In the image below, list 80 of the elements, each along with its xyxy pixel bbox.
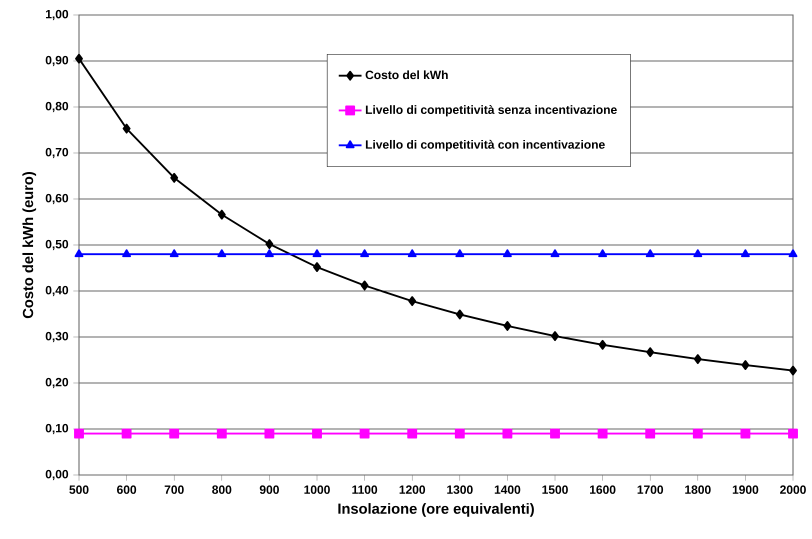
point [122,428,132,439]
point [169,428,180,439]
legend-label: Livello di competitività senza incentivazione [366,105,617,116]
y-tick-label: 0,10 [46,424,68,434]
y-tick-label: 1,00 [46,10,68,20]
point [693,249,702,258]
y-tick-label: 0,00 [46,470,68,480]
point [74,249,84,258]
point [503,321,512,331]
point [456,310,464,320]
point [312,428,322,439]
x-tick-label: 500 [69,485,89,494]
point [550,428,560,439]
point [360,428,370,439]
point [598,249,608,258]
point [122,249,131,258]
x-tick-label: 1600 [590,485,616,494]
point [741,360,750,370]
point [408,249,417,258]
x-tick-label: 600 [117,485,136,494]
x-tick-label: 1100 [352,485,378,494]
x-tick-label: 1900 [732,485,758,494]
x-tick-label: 1800 [685,485,711,494]
y-tick-label: 0,60 [46,194,68,204]
point [788,249,798,258]
legend-label: Costo del kWh [366,70,448,80]
point [264,428,274,439]
point [503,249,512,258]
point [455,249,464,258]
x-tick-label: 1200 [400,485,426,494]
point [454,428,465,439]
point [502,428,512,439]
y-tick-label: 0,90 [46,56,68,66]
point [217,249,226,258]
point [598,340,607,350]
x-axis-title: Insolazione (ore equivalenti) [338,503,534,517]
point [170,249,179,258]
point [408,296,416,306]
point [694,354,702,364]
point [550,249,560,258]
point [646,347,654,358]
point [313,262,321,272]
y-tick-label: 0,20 [46,378,68,388]
point [75,54,83,64]
x-tick-label: 1400 [494,485,520,494]
y-tick-label: 0,70 [46,148,68,158]
x-tick-label: 1700 [638,485,664,494]
point [312,249,322,258]
point [741,249,750,258]
point [170,172,178,183]
x-tick-label: 900 [260,485,279,494]
point [74,428,84,439]
point [740,428,750,439]
legend-label: Livello di competitività con incentivazione [366,140,605,152]
y-axis-title: Costo del kWh (euro) [22,172,36,318]
y-tick-label: 0,40 [46,286,68,296]
point [122,124,131,134]
point [360,249,370,258]
point [692,428,703,439]
x-tick-label: 800 [212,485,232,494]
x-tick-label: 1300 [447,485,473,494]
x-tick-label: 700 [164,485,184,494]
point [407,428,418,439]
point [218,210,226,220]
y-tick-label: 0,30 [46,332,68,342]
point [598,428,608,439]
point [645,428,656,439]
point [551,331,559,342]
point [646,249,655,258]
point [360,280,369,290]
y-tick-label: 0,80 [46,102,68,112]
x-tick-label: 1500 [542,485,568,494]
x-tick-label: 1000 [304,485,330,494]
point [265,239,274,250]
point [789,366,797,376]
y-tick-label: 0,50 [46,240,68,250]
point [216,428,227,439]
x-tick-label: 2000 [780,485,806,494]
point [788,428,798,439]
point [265,249,274,258]
